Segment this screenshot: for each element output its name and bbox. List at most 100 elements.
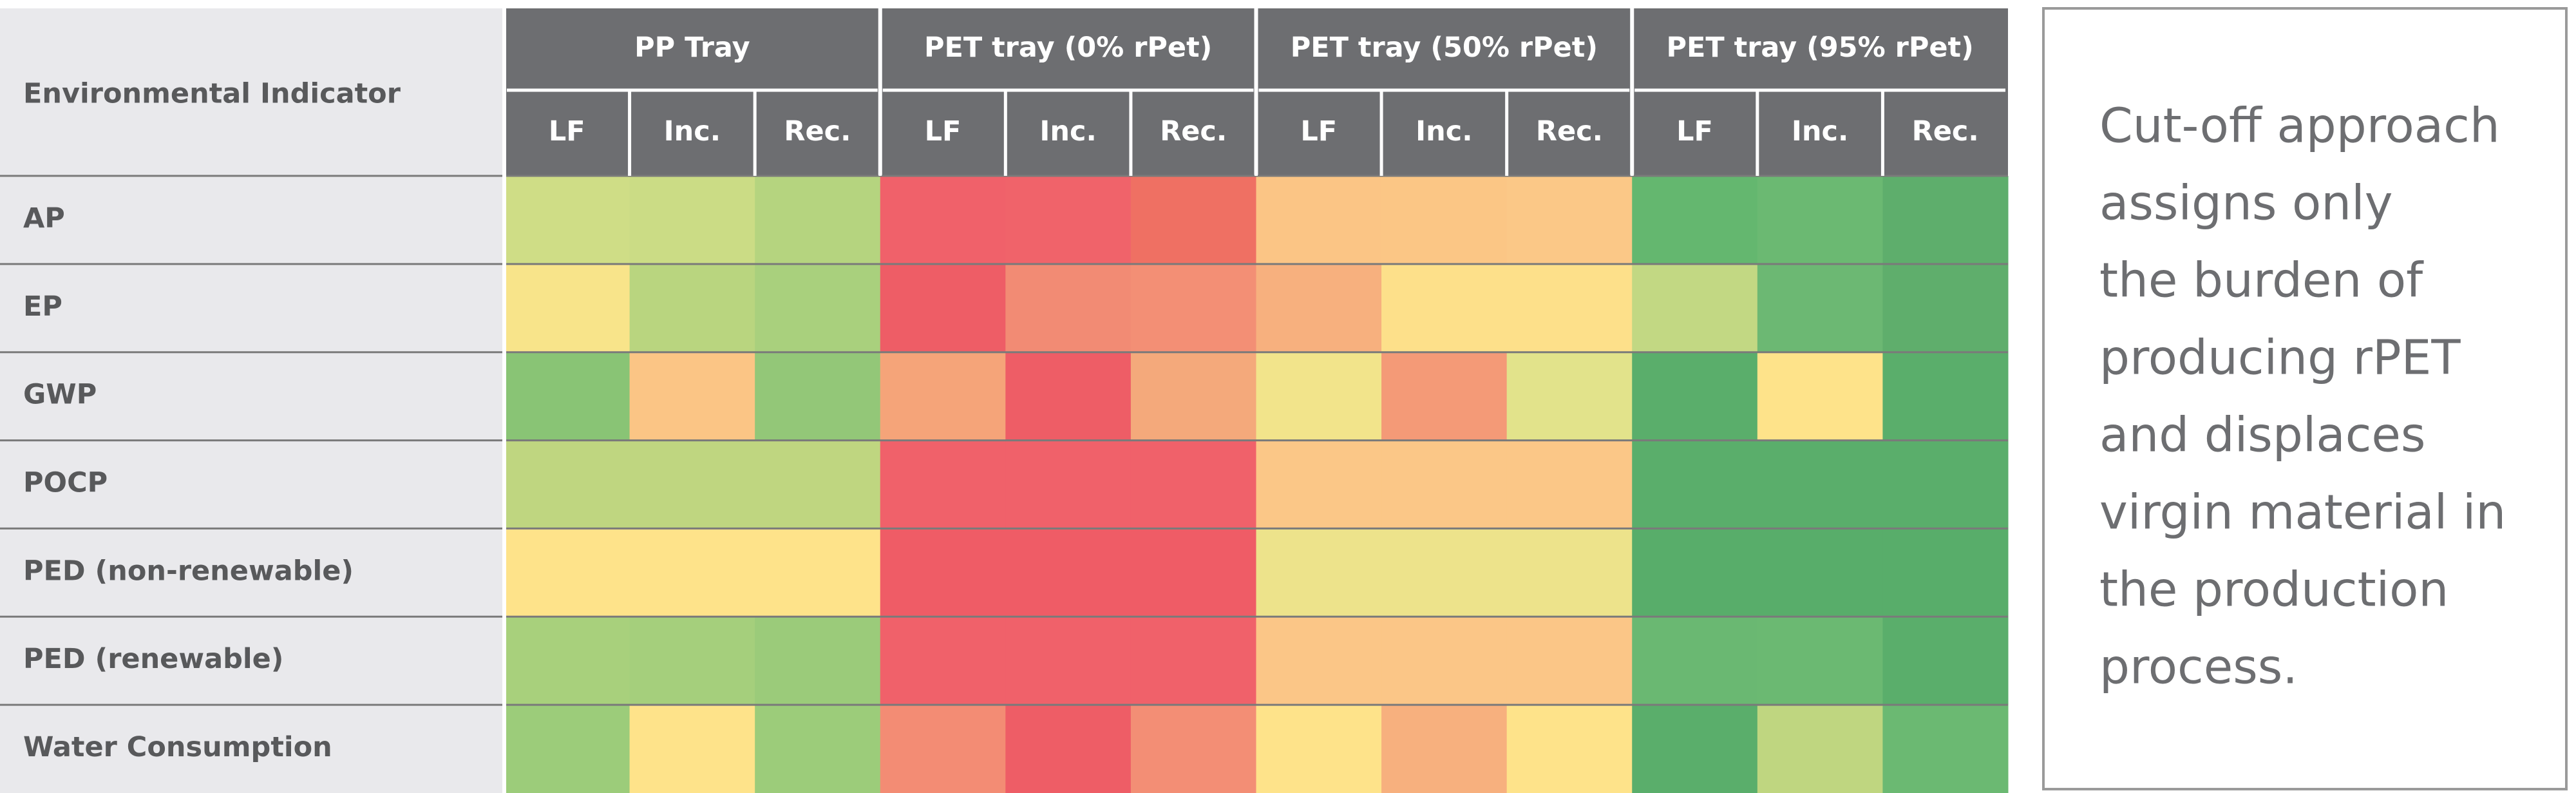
heat-cell <box>1130 705 1256 793</box>
heat-cell <box>1256 705 1382 793</box>
heat-cell <box>1506 440 1633 529</box>
column-header: Rec. <box>1536 115 1603 148</box>
heat-cell <box>1130 263 1256 353</box>
heat-cell <box>1632 616 1758 705</box>
heat-cell <box>880 176 1006 265</box>
heat-cell <box>880 263 1006 353</box>
column-header: Inc. <box>1039 115 1096 148</box>
heat-cell <box>629 263 755 353</box>
heat-cell <box>1882 352 2009 441</box>
heat-cell <box>755 528 881 617</box>
column-header: LF <box>1300 115 1337 148</box>
heat-cell <box>1757 352 1883 441</box>
heat-cell <box>755 440 881 529</box>
heat-cell <box>1882 705 2009 793</box>
heat-cell <box>1256 528 1382 617</box>
heat-cell <box>1757 263 1883 353</box>
heat-cell <box>629 176 755 265</box>
row-label: GWP <box>23 379 97 411</box>
heat-cell <box>1632 176 1758 265</box>
heat-cell <box>1256 616 1382 705</box>
column-header: LF <box>549 115 585 148</box>
heat-cell <box>1130 176 1256 265</box>
heat-cell <box>1130 616 1256 705</box>
heat-cell <box>1256 263 1382 353</box>
heat-cell <box>629 440 755 529</box>
heat-cell <box>1005 616 1132 705</box>
heat-cell <box>1506 705 1633 793</box>
column-header: Inc. <box>1416 115 1472 148</box>
note-line: Cut-off approach <box>2099 99 2500 154</box>
heat-cell <box>755 176 881 265</box>
heat-cell <box>880 440 1006 529</box>
heat-cell <box>1381 440 1508 529</box>
heat-cell <box>755 705 881 793</box>
heat-cell <box>1005 263 1132 353</box>
heat-cell <box>1506 352 1633 441</box>
group-header: PET tray (50% rPet) <box>1291 32 1598 64</box>
heat-cell <box>1256 352 1382 441</box>
heat-cell <box>629 352 755 441</box>
column-header: LF <box>925 115 961 148</box>
heat-cell <box>755 352 881 441</box>
heat-cell <box>1256 440 1382 529</box>
column-header: Rec. <box>1160 115 1227 148</box>
heat-cell <box>1506 263 1633 353</box>
heat-cell <box>1005 352 1132 441</box>
heat-cell <box>880 616 1006 705</box>
label-column <box>0 8 504 793</box>
heat-cell <box>1381 352 1508 441</box>
column-header: LF <box>1676 115 1713 148</box>
note-line: virgin material in <box>2099 485 2506 540</box>
note-line: process. <box>2099 640 2298 695</box>
column-header: Inc. <box>1792 115 1848 148</box>
heat-cell <box>1882 440 2009 529</box>
heat-cell <box>629 705 755 793</box>
heat-cell <box>1381 705 1508 793</box>
heat-cell <box>1632 263 1758 353</box>
heat-cell <box>1632 528 1758 617</box>
heat-cell <box>1632 705 1758 793</box>
heat-cell <box>1882 263 2009 353</box>
heat-cell <box>504 528 630 617</box>
heat-cell <box>1130 352 1256 441</box>
heat-cell <box>1757 705 1883 793</box>
heat-cell <box>504 440 630 529</box>
row-label: Water Consumption <box>23 731 332 763</box>
heat-cell <box>1256 176 1382 265</box>
heat-cell <box>1506 616 1633 705</box>
heat-cell <box>1005 705 1132 793</box>
row-label: EP <box>23 291 62 323</box>
row-label: AP <box>23 202 65 234</box>
note-line: assigns only <box>2099 176 2393 231</box>
heat-cell <box>1757 528 1883 617</box>
column-header: Inc. <box>664 115 721 148</box>
heat-cell <box>1381 176 1508 265</box>
group-header: PP Tray <box>634 32 750 64</box>
row-label: PED (non-renewable) <box>23 555 354 587</box>
column-header: Rec. <box>1912 115 1979 148</box>
heat-cell <box>1757 616 1883 705</box>
heat-cell <box>504 176 630 265</box>
heat-cell <box>1005 440 1132 529</box>
note-line: the burden of <box>2099 253 2424 309</box>
note-line: and displaces <box>2099 408 2425 463</box>
heat-cell <box>1005 176 1132 265</box>
heat-cell <box>1130 440 1256 529</box>
heat-cell <box>504 263 630 353</box>
heat-cell <box>1130 528 1256 617</box>
group-header: PET tray (0% rPet) <box>924 32 1212 64</box>
heat-cell <box>1381 528 1508 617</box>
heat-cell <box>880 705 1006 793</box>
row-label: PED (renewable) <box>23 643 283 675</box>
heat-cell <box>755 263 881 353</box>
heat-cell <box>1381 263 1508 353</box>
heat-cell <box>1632 440 1758 529</box>
heat-cell <box>1757 440 1883 529</box>
heat-cell <box>1005 528 1132 617</box>
row-label: POCP <box>23 467 108 499</box>
note-line: the production <box>2099 562 2448 618</box>
heat-cell <box>1632 352 1758 441</box>
note-line: producing rPET <box>2099 330 2461 386</box>
